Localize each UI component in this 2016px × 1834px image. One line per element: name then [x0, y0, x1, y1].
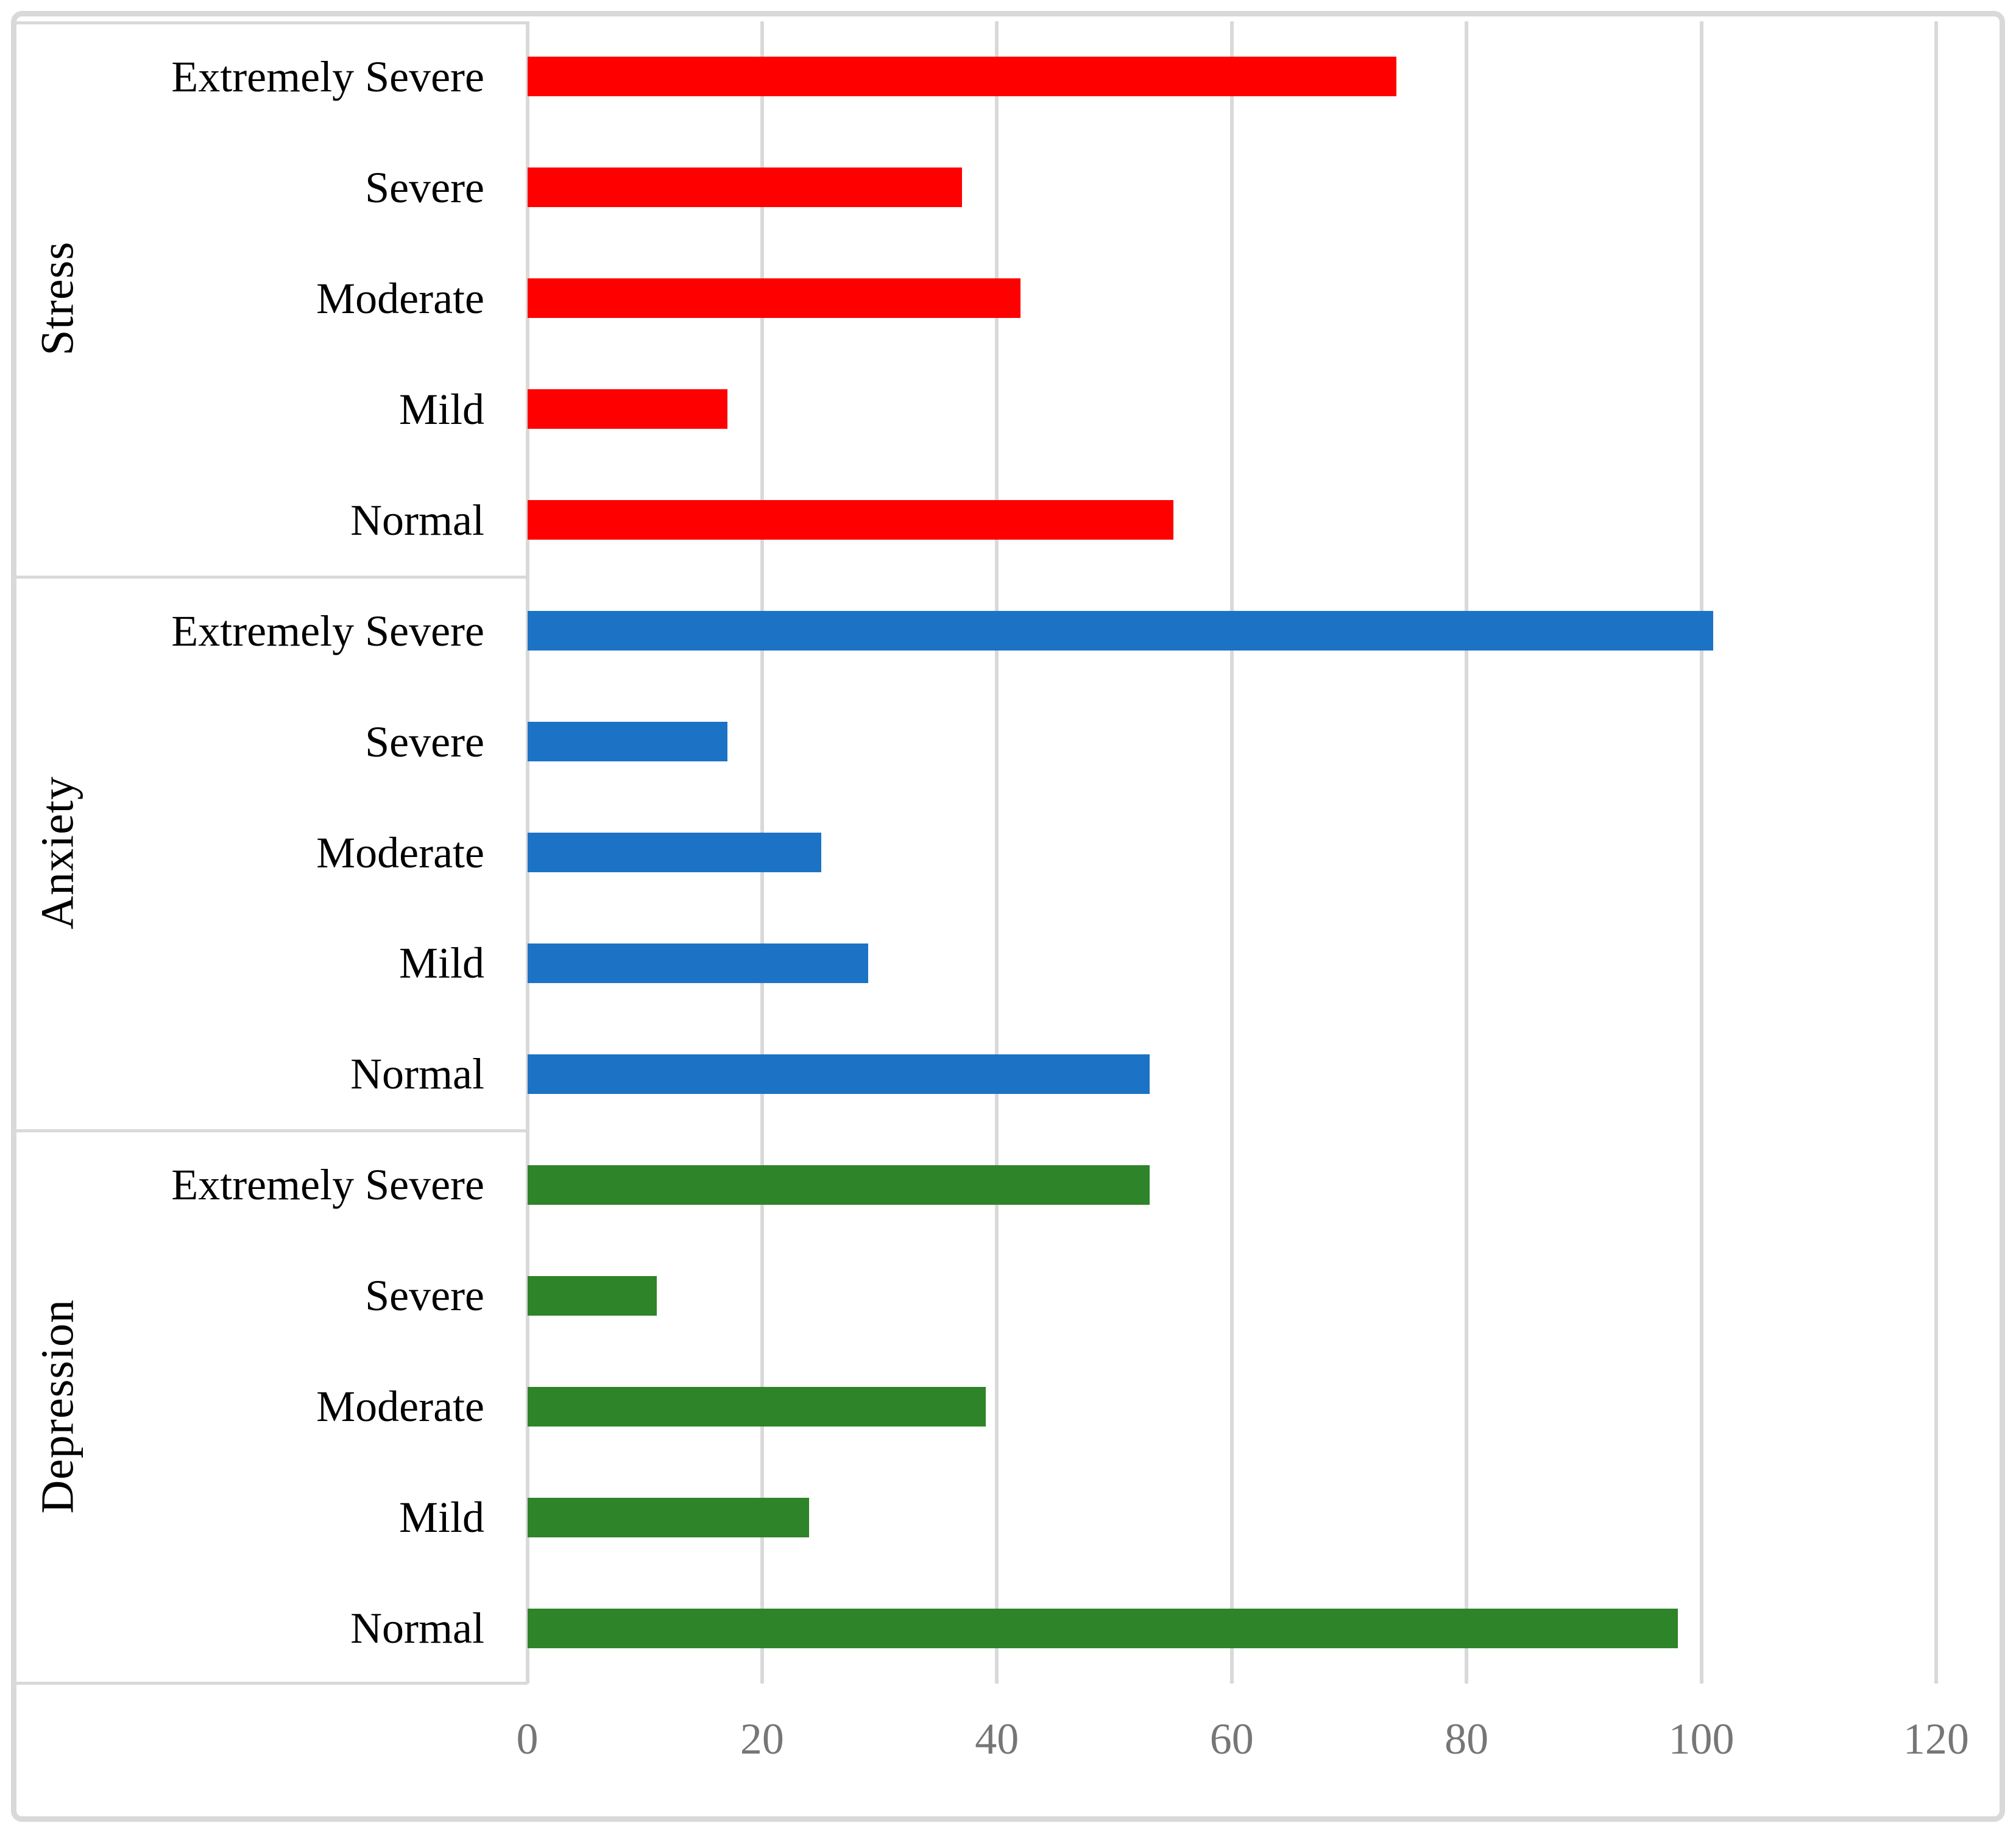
- gridline: [1699, 21, 1703, 1684]
- x-axis-tick-label: 100: [1668, 1715, 1735, 1763]
- category-label: Extremely Severe: [171, 52, 484, 101]
- x-axis-tick-label: 60: [1209, 1715, 1254, 1763]
- bar-depression-moderate: [528, 1386, 986, 1427]
- category-label: Mild: [398, 939, 484, 988]
- category-label: Normal: [350, 1604, 484, 1653]
- category-label: Moderate: [316, 828, 484, 877]
- bar-stress-moderate: [528, 278, 1021, 319]
- x-axis-tick-label: 120: [1903, 1715, 1969, 1763]
- x-axis-tick-label: 40: [975, 1715, 1019, 1763]
- category-label: Extremely Severe: [171, 1160, 484, 1210]
- category-label: Moderate: [316, 273, 484, 323]
- category-label: Severe: [365, 717, 484, 766]
- category-label: Moderate: [316, 1382, 484, 1431]
- x-axis-tick-label: 20: [740, 1715, 784, 1763]
- bar-anxiety-mild: [528, 943, 868, 983]
- category-label: Severe: [365, 1271, 484, 1321]
- category-axis-panel-bottom-border: [13, 1682, 528, 1685]
- gridline: [1229, 21, 1234, 1684]
- group-box-stress: [13, 21, 528, 576]
- gridline: [1465, 21, 1469, 1684]
- gridline: [525, 21, 529, 1684]
- bar-depression-extremely-severe: [528, 1165, 1150, 1205]
- category-label: Normal: [350, 495, 484, 545]
- category-label: Extremely Severe: [171, 606, 484, 655]
- bar-stress-severe: [528, 168, 962, 208]
- bar-stress-extremely-severe: [528, 57, 1396, 97]
- bar-anxiety-normal: [528, 1054, 1150, 1094]
- category-label: Mild: [398, 1493, 484, 1542]
- group-box-anxiety: [13, 575, 528, 1130]
- bar-anxiety-moderate: [528, 833, 821, 872]
- bar-depression-mild: [528, 1497, 810, 1537]
- bar-depression-normal: [528, 1608, 1678, 1648]
- bar-stress-normal: [528, 500, 1173, 540]
- category-label: Mild: [398, 384, 484, 434]
- category-label: Normal: [350, 1049, 484, 1099]
- x-axis-tick-label: 0: [516, 1715, 539, 1763]
- bar-stress-mild: [528, 389, 727, 429]
- chart-outer-border: [11, 11, 2005, 1822]
- category-label: Severe: [365, 163, 484, 212]
- bar-anxiety-severe: [528, 722, 727, 762]
- gridline: [1934, 21, 1938, 1684]
- group-box-depression: [13, 1129, 528, 1684]
- bar-anxiety-extremely-severe: [528, 611, 1714, 651]
- bar-depression-severe: [528, 1275, 657, 1316]
- x-axis-tick-label: 80: [1445, 1715, 1489, 1763]
- gridline: [995, 21, 999, 1684]
